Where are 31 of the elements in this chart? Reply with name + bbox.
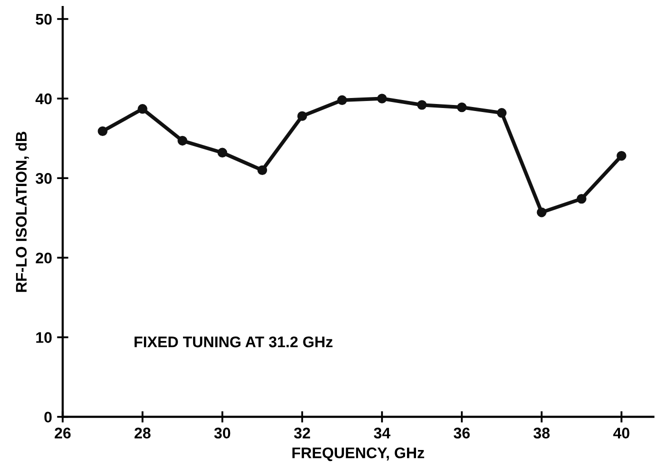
- point: [616, 150, 626, 161]
- point: [178, 136, 188, 146]
- x-tick-label: 34: [374, 428, 390, 438]
- x-tick-label: 36: [454, 428, 470, 438]
- point: [536, 207, 547, 218]
- y-tick-label: 0: [44, 412, 52, 423]
- annotation: FIXED TUNING AT 31.2 GHz: [134, 336, 333, 348]
- x-tick-label: 32: [294, 428, 310, 438]
- point: [257, 165, 268, 176]
- x-tick-label: 28: [134, 428, 151, 438]
- point: [576, 194, 586, 204]
- point: [337, 95, 347, 106]
- point: [377, 94, 387, 104]
- y-tick-label: 40: [36, 93, 52, 104]
- point: [138, 104, 148, 114]
- y-tick-label: 20: [36, 252, 52, 264]
- point: [417, 100, 427, 110]
- x-tick-label: 40: [613, 428, 630, 438]
- x-axis-title: FREQUENCY, GHz: [292, 447, 424, 462]
- y-axis-title: RF-LO ISOLATION, dB: [15, 132, 29, 292]
- x-tick-label: 38: [534, 428, 550, 438]
- point: [98, 126, 108, 136]
- y-tick-label: 50: [36, 14, 52, 25]
- y-tick-label: 10: [36, 332, 52, 343]
- point: [496, 108, 507, 118]
- point: [217, 148, 228, 158]
- x-tick-label: 30: [214, 428, 230, 438]
- y-tick-label: 30: [36, 173, 52, 184]
- point: [456, 102, 467, 112]
- x-tick-label: 26: [54, 428, 71, 438]
- point: [297, 111, 308, 121]
